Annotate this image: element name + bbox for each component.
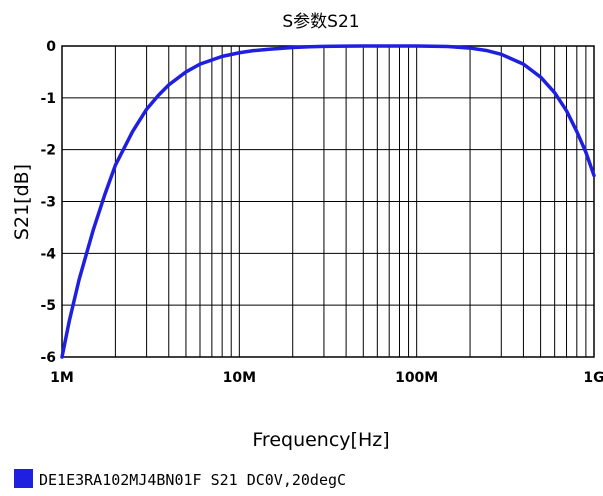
x-tick-label: 1M — [50, 370, 74, 386]
x-tick-labels: 1M 10M 100M 1G — [50, 370, 603, 386]
y-tick-label: 0 — [46, 39, 56, 55]
y-tick-labels: 0 -1 -2 -3 -4 -5 -6 — [40, 39, 56, 366]
y-axis-label: S21[dB] — [11, 164, 33, 240]
y-tick-label: -1 — [40, 91, 56, 107]
x-tick-label: 100M — [395, 370, 438, 386]
y-tick-label: -4 — [40, 246, 56, 262]
y-tick-label: -2 — [40, 143, 56, 159]
legend: DE1E3RA102MJ4BN01F S21 DC0V,20degC — [14, 469, 346, 489]
grid — [62, 46, 594, 357]
chart-title: S参数S21 — [282, 12, 359, 32]
x-tick-label: 10M — [223, 370, 256, 386]
x-tick-label: 1G — [583, 370, 603, 386]
y-tick-label: -6 — [40, 350, 56, 366]
series-layer — [60, 44, 596, 359]
x-axis-label: Frequency[Hz] — [252, 429, 389, 451]
y-tick-label: -5 — [40, 298, 56, 314]
y-tick-label: -3 — [40, 195, 56, 211]
legend-swatch — [14, 469, 33, 488]
series-line — [60, 44, 596, 359]
legend-label: DE1E3RA102MJ4BN01F S21 DC0V,20degC — [39, 471, 346, 489]
